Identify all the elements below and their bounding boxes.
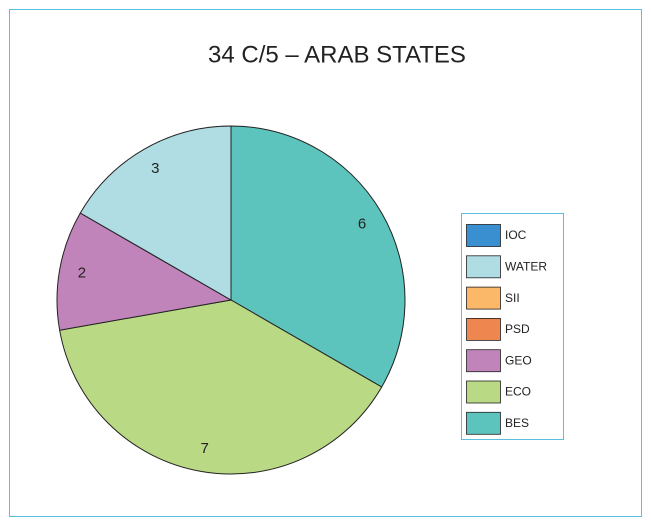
legend-swatch bbox=[466, 411, 501, 435]
legend: IOC WATER SII PSD GEO ECO BES bbox=[466, 224, 547, 435]
legend-swatch bbox=[466, 286, 501, 310]
legend-swatch bbox=[466, 349, 501, 373]
legend-label: IOC bbox=[505, 228, 527, 242]
pie-slice bbox=[230, 125, 406, 388]
legend-swatch bbox=[466, 317, 501, 341]
legend-swatch bbox=[466, 380, 501, 404]
legend-label: PSD bbox=[505, 322, 530, 336]
legend-label: WATER bbox=[505, 259, 547, 273]
pie-slice bbox=[79, 125, 232, 301]
data-label: 6 bbox=[358, 215, 366, 232]
legend-label: BES bbox=[505, 416, 529, 430]
legend-label: ECO bbox=[505, 385, 531, 399]
legend-label: SII bbox=[505, 291, 520, 305]
legend-swatch bbox=[466, 255, 501, 279]
data-label: 3 bbox=[151, 160, 159, 177]
data-label: 2 bbox=[78, 265, 86, 282]
legend-label: GEO bbox=[505, 353, 532, 367]
pie-slice bbox=[59, 299, 383, 475]
legend-swatch bbox=[466, 224, 501, 247]
pie-slice bbox=[56, 212, 233, 331]
chart-title: 34 C/5 – ARAB STATES bbox=[208, 41, 466, 68]
pie: 6 7 2 3 bbox=[56, 125, 406, 475]
data-label: 7 bbox=[201, 440, 209, 457]
